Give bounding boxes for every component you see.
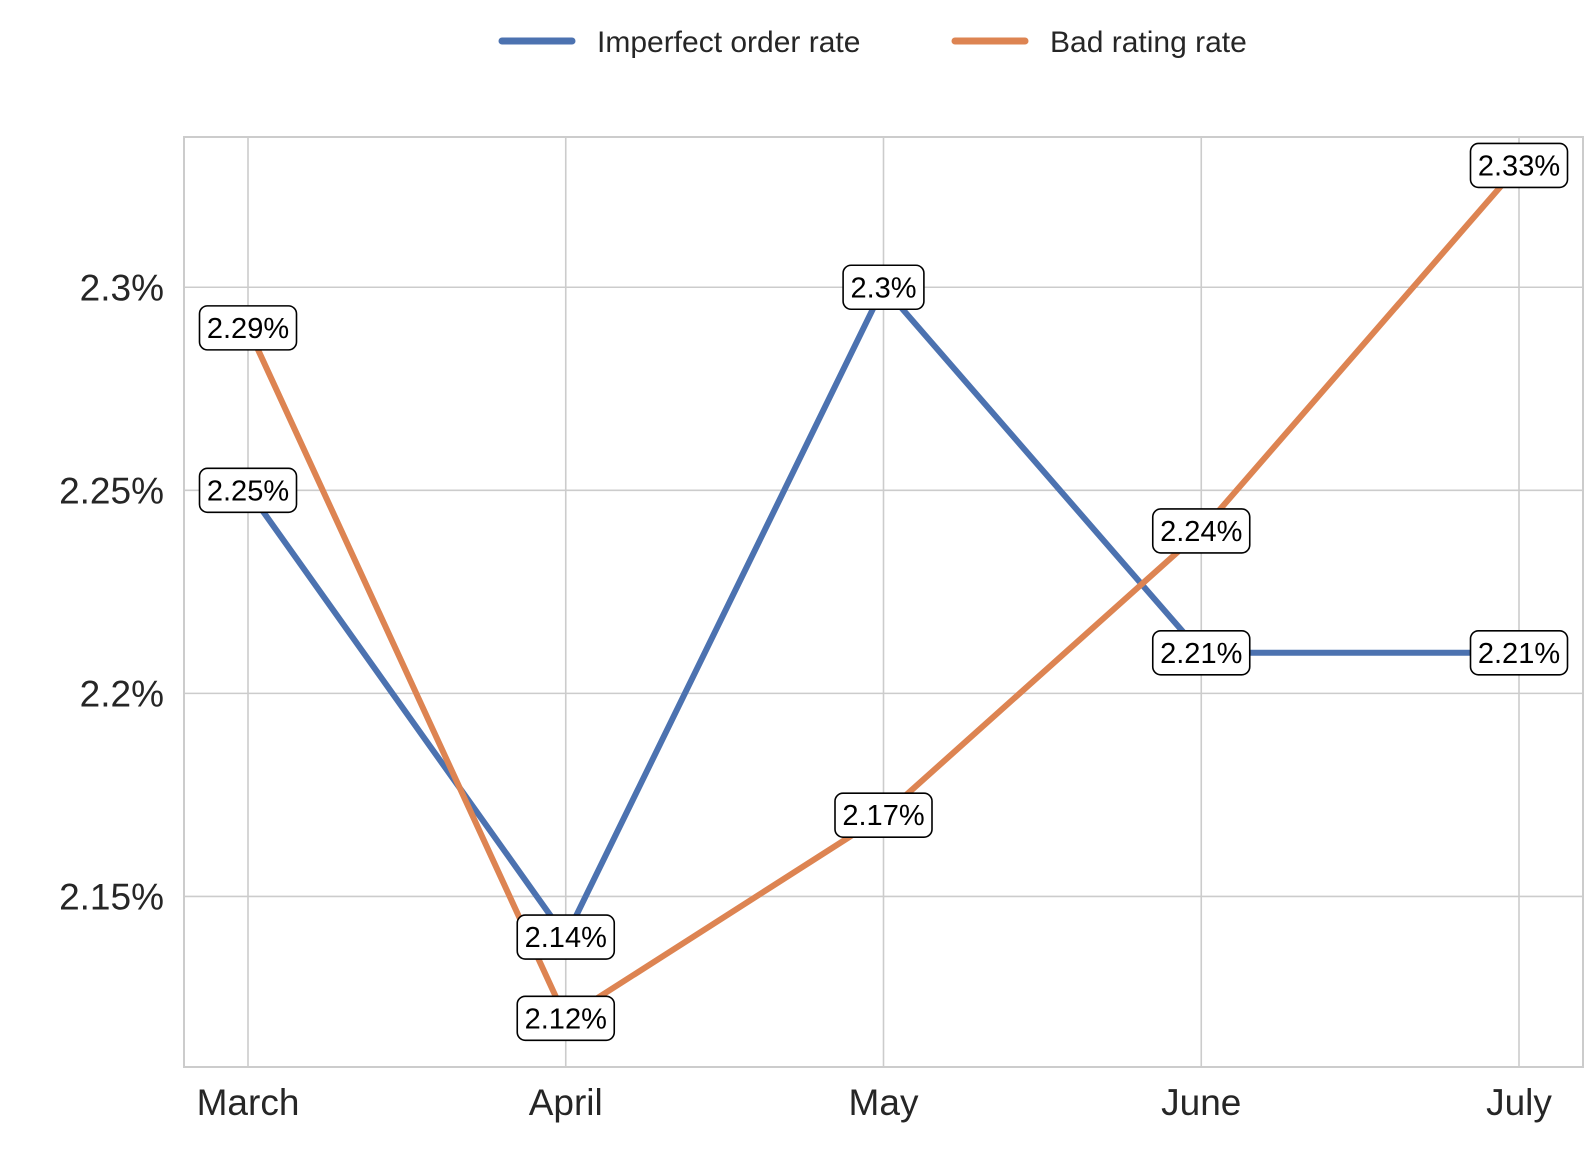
x-tick-label: April xyxy=(529,1082,603,1123)
data-label-text: 2.12% xyxy=(525,1003,607,1035)
legend: Imperfect order rate Bad rating rate xyxy=(498,26,1247,59)
data-label: 2.21% xyxy=(1469,629,1569,676)
y-tick-label: 2.15% xyxy=(59,876,164,917)
data-label-box xyxy=(198,467,298,514)
x-axis-ticks: March April May June July xyxy=(197,1082,1553,1123)
data-label-text: 2.33% xyxy=(1478,150,1560,182)
x-tick-label: May xyxy=(849,1082,919,1123)
y-tick-label: 2.25% xyxy=(59,470,164,511)
data-label: 2.21% xyxy=(1151,629,1251,676)
data-label: 2.12% xyxy=(516,995,616,1042)
data-label-box xyxy=(1469,142,1569,189)
data-label: 2.24% xyxy=(1151,508,1251,554)
data-label-box xyxy=(516,914,616,960)
legend-label: Imperfect order rate xyxy=(597,26,860,59)
data-label-text: 2.25% xyxy=(207,475,289,507)
data-label: 2.14% xyxy=(516,914,616,960)
data-label-box xyxy=(1151,629,1251,676)
y-tick-label: 2.2% xyxy=(80,673,164,714)
data-label-text: 2.29% xyxy=(207,313,289,345)
data-label-text: 2.14% xyxy=(525,922,607,954)
data-label-box xyxy=(1469,629,1569,676)
plot-frame xyxy=(183,136,1584,1068)
legend-label: Bad rating rate xyxy=(1050,26,1247,59)
data-label-box xyxy=(516,995,616,1042)
data-label-text: 2.24% xyxy=(1160,516,1242,548)
data-label-box xyxy=(1151,508,1251,554)
legend-item: Imperfect order rate xyxy=(498,26,860,59)
y-axis-ticks: 2.15% 2.2% 2.25% 2.3% xyxy=(59,267,164,917)
data-label: 2.33% xyxy=(1469,142,1569,189)
data-label: 2.29% xyxy=(198,305,298,351)
data-label-text: 2.21% xyxy=(1478,638,1560,670)
legend-item: Bad rating rate xyxy=(951,26,1247,59)
data-label-text: 2.17% xyxy=(842,800,924,832)
x-tick-label: July xyxy=(1486,1082,1552,1123)
data-label-box xyxy=(834,792,933,839)
data-label: 2.17% xyxy=(834,792,933,839)
data-label-box xyxy=(198,305,298,351)
data-label-text: 2.21% xyxy=(1160,638,1242,670)
x-tick-label: March xyxy=(197,1082,300,1123)
data-label: 2.3% xyxy=(842,264,925,311)
data-label-text: 2.3% xyxy=(850,272,916,304)
data-labels: 2.25% 2.14% 2.3% 2.21% 2.21% 2.29% 2.12% 2.17% 2… xyxy=(198,142,1569,1042)
data-label-box xyxy=(842,264,925,311)
data-label: 2.25% xyxy=(198,467,298,514)
y-tick-label: 2.3% xyxy=(80,267,164,308)
x-tick-label: June xyxy=(1161,1082,1241,1123)
